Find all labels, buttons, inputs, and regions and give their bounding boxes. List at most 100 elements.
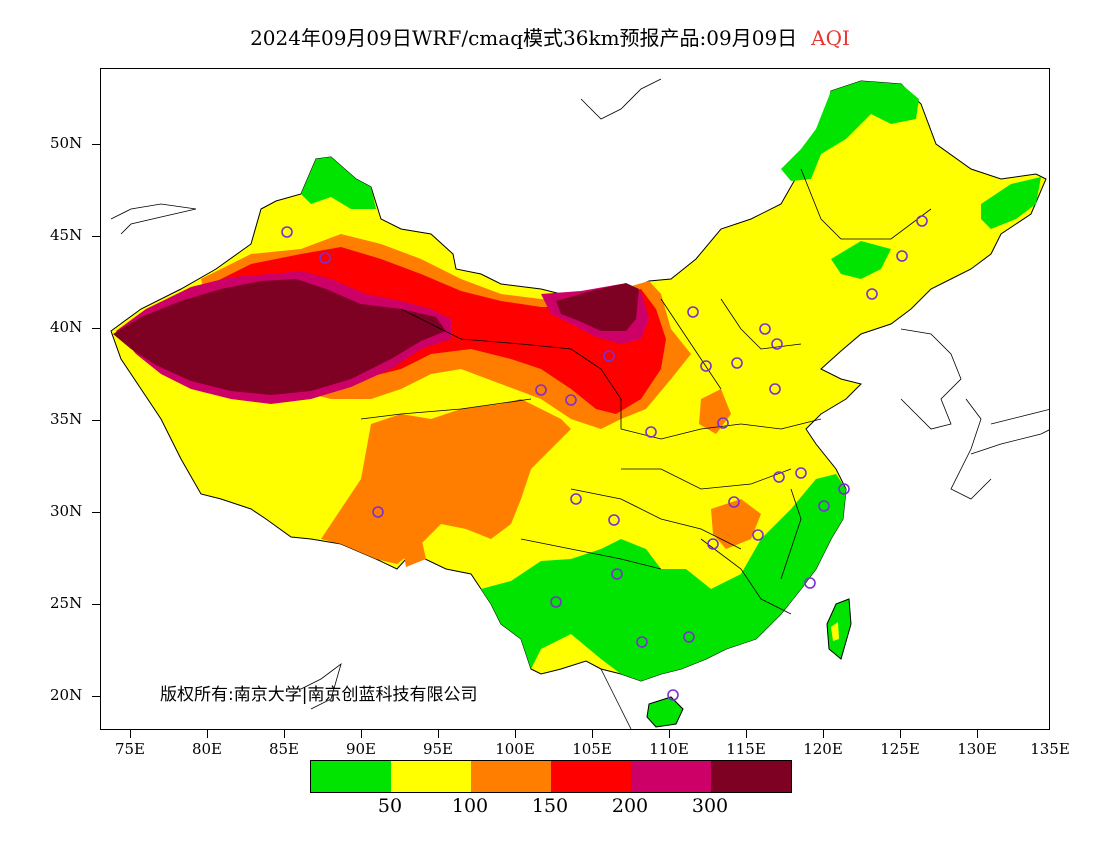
station-marker [717, 417, 729, 429]
aqi-hazardous-taklamakan [113, 279, 446, 395]
station-markers [281, 215, 928, 701]
title-main: 2024年09月09日WRF/cmaq模式36km预报产品:09月09日 [250, 26, 798, 50]
station-marker [728, 496, 740, 508]
x-tick [592, 730, 593, 738]
aqi-hazardous-gobi [556, 283, 639, 331]
x-tick [515, 730, 516, 738]
map-title: 2024年09月09日WRF/cmaq模式36km预报产品:09月09日 AQI [0, 22, 1100, 51]
station-marker [896, 250, 908, 262]
legend-swatch-unhealthy [551, 761, 631, 792]
aqi-moderate-taiwan [831, 622, 839, 641]
y-tick [92, 328, 100, 329]
station-marker [804, 577, 816, 589]
aqi-good-taiwan [826, 598, 852, 660]
station-marker [771, 338, 783, 350]
station-marker [759, 323, 771, 335]
y-label-45n: 45N [50, 226, 83, 244]
aqi-good-south [481, 474, 846, 681]
legend-swatch-moderate [391, 761, 471, 792]
map-frame [100, 68, 1050, 730]
legend-label-300: 300 [691, 795, 729, 817]
aqi-good-northeast-2 [981, 177, 1041, 229]
x-label-130e: 130E [957, 740, 997, 758]
y-label-40n: 40N [50, 318, 83, 336]
x-tick [669, 730, 670, 738]
x-tick [746, 730, 747, 738]
station-marker [687, 306, 699, 318]
station-marker [535, 384, 547, 396]
x-tick [438, 730, 439, 738]
station-marker [570, 493, 582, 505]
copyright-text: 版权所有:南京大学|南京创蓝科技有限公司 [160, 685, 478, 705]
legend-label-150: 150 [531, 795, 569, 817]
station-marker [769, 383, 781, 395]
x-label-120e: 120E [803, 740, 843, 758]
aqi-usg-tibet [321, 399, 571, 564]
x-tick [284, 730, 285, 738]
x-label-85e: 85E [268, 740, 300, 758]
title-variable: AQI [811, 26, 850, 50]
aqi-usg-hunan [711, 499, 761, 549]
x-tick [130, 730, 131, 738]
x-tick [207, 730, 208, 738]
x-tick [361, 730, 362, 738]
station-marker [707, 538, 719, 550]
station-marker [667, 689, 679, 701]
x-label-135e: 135E [1030, 740, 1070, 758]
y-label-35n: 35N [50, 410, 83, 428]
y-tick [92, 512, 100, 513]
aqi-good-northeast [781, 81, 919, 181]
legend-colorbar [310, 760, 792, 793]
x-label-95e: 95E [422, 740, 454, 758]
x-label-105e: 105E [572, 740, 612, 758]
station-marker [611, 568, 623, 580]
legend-label-50: 50 [377, 795, 403, 817]
x-label-110e: 110E [649, 740, 689, 758]
x-tick [900, 730, 901, 738]
station-marker [608, 514, 620, 526]
legend-swatch-hazardous [711, 761, 791, 792]
station-marker [636, 636, 648, 648]
station-marker [565, 394, 577, 406]
station-marker [838, 483, 850, 495]
station-marker [752, 529, 764, 541]
aqi-map [110, 78, 1049, 729]
legend-swatch-good [311, 761, 391, 792]
station-marker [281, 226, 293, 238]
y-tick [92, 604, 100, 605]
x-label-90e: 90E [345, 740, 377, 758]
aqi-good-northeast-3 [831, 241, 891, 279]
y-tick [92, 696, 100, 697]
y-label-20n: 20N [50, 686, 83, 704]
station-marker [550, 596, 562, 608]
x-label-115e: 115E [726, 740, 766, 758]
station-marker [773, 471, 785, 483]
aqi-usg-sw [401, 537, 426, 567]
aqi-good-northwest [301, 157, 376, 209]
y-tick [92, 144, 100, 145]
y-label-25n: 25N [50, 594, 83, 612]
legend-swatch-usg [471, 761, 551, 792]
legend-label-100: 100 [451, 795, 489, 817]
aqi-usg-central [699, 389, 731, 434]
station-marker [866, 288, 878, 300]
station-marker [372, 506, 384, 518]
x-label-80e: 80E [191, 740, 223, 758]
y-tick [92, 236, 100, 237]
legend-label-200: 200 [611, 795, 649, 817]
y-tick [92, 420, 100, 421]
x-label-100e: 100E [495, 740, 535, 758]
station-marker [645, 426, 657, 438]
station-marker [731, 357, 743, 369]
station-marker [700, 360, 712, 372]
station-marker [319, 252, 331, 264]
station-marker [916, 215, 928, 227]
station-marker [795, 467, 807, 479]
station-marker [603, 350, 615, 362]
x-label-75e: 75E [114, 740, 146, 758]
y-label-50n: 50N [50, 134, 83, 152]
station-marker [818, 500, 830, 512]
aqi-good-hainan [646, 696, 684, 728]
x-tick [823, 730, 824, 738]
x-tick [977, 730, 978, 738]
